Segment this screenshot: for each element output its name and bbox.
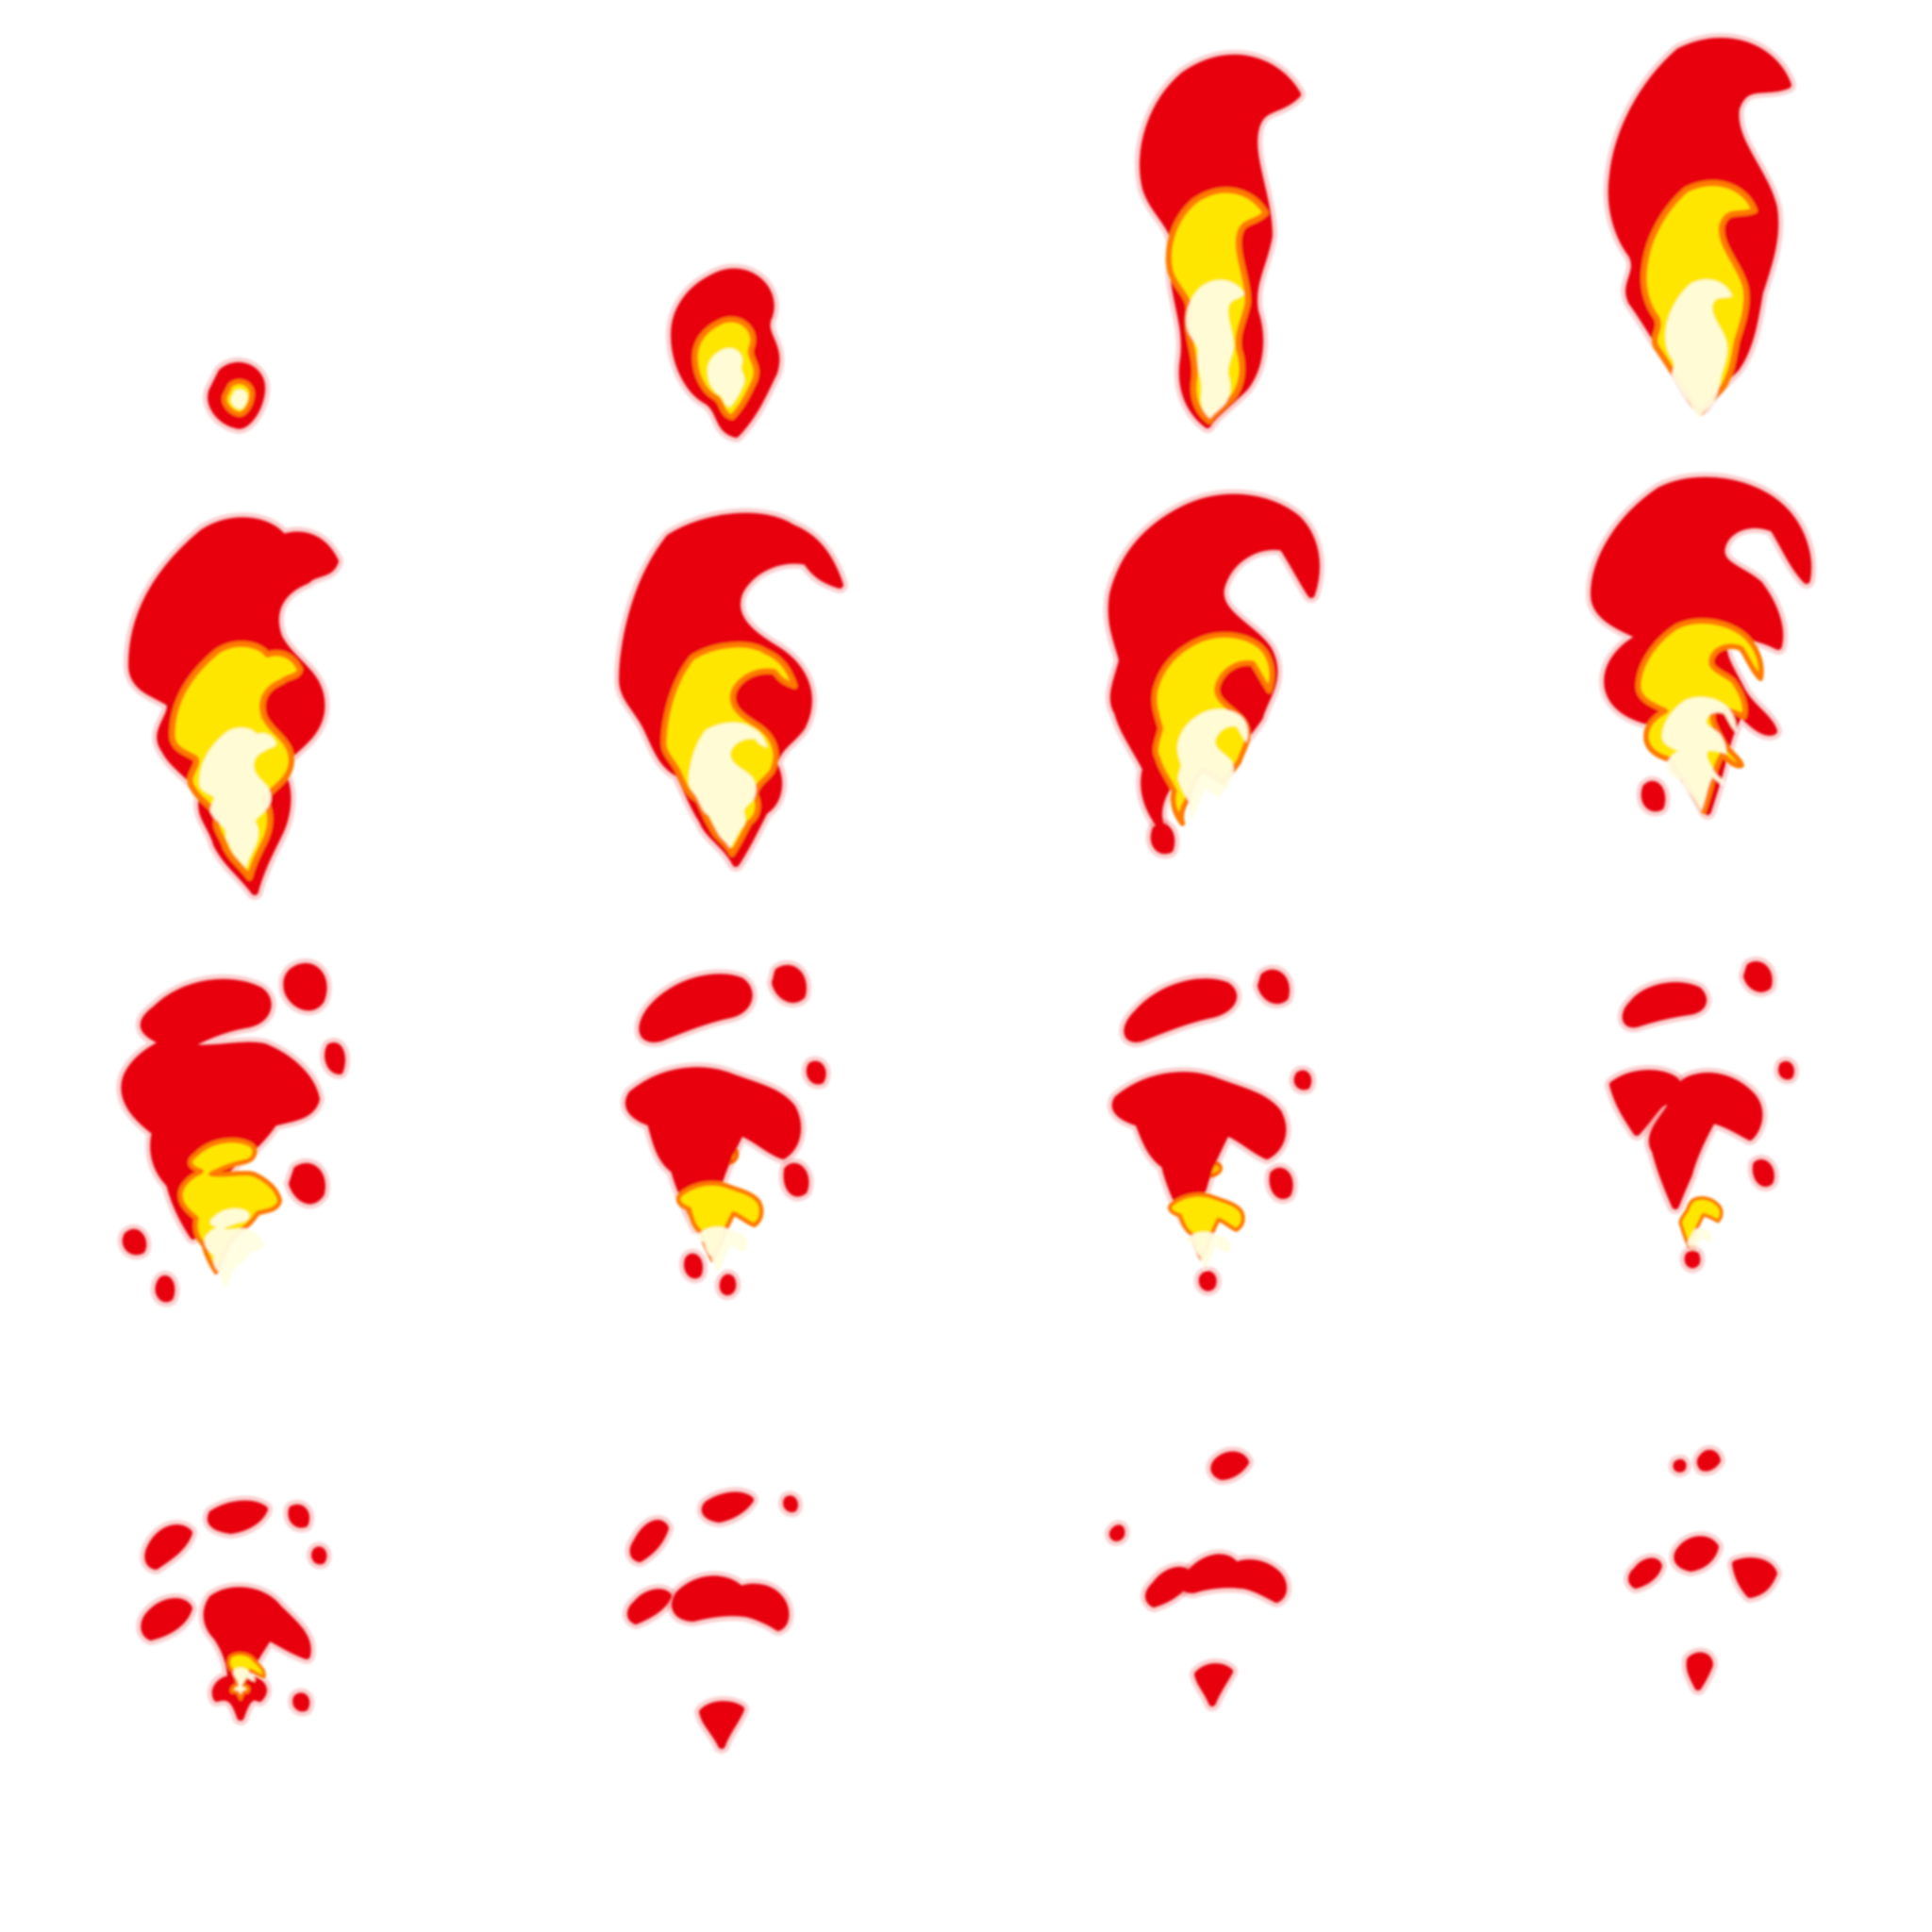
sprite-frame-13 (136, 1495, 332, 1725)
flame-blob-14-3 (778, 1491, 803, 1518)
flame-blob-3-1 (1135, 49, 1306, 433)
flame-blob-7-1 (1103, 489, 1324, 834)
flame-blob-11-2 (1107, 1067, 1291, 1271)
flame-blob-10-4 (801, 1056, 831, 1090)
flame-blob-9-6 (150, 1271, 180, 1307)
flame-blob-13-7 (288, 1688, 315, 1717)
flame-blob-14-2 (696, 1487, 758, 1527)
flame-blob-11-4 (1289, 1065, 1317, 1095)
sprite-frame-16 (1624, 1444, 1782, 1695)
sprite-frame-15 (1104, 1446, 1291, 1711)
flame-blob-10-6 (679, 1248, 708, 1284)
flame-blob-13-5 (136, 1593, 197, 1645)
flame-blob-14-1 (625, 1515, 674, 1567)
flame-blob-10-3 (767, 959, 811, 1008)
flame-blob-8-1 (1586, 472, 1817, 820)
flame-blob-8-2 (1636, 775, 1671, 817)
flame-blob-13-4 (307, 1541, 332, 1570)
flame-blob-10-5 (778, 1158, 814, 1202)
flame-blob-9-4 (284, 1158, 330, 1209)
flame-blob-12-7 (1679, 1245, 1706, 1274)
sprite-frame-3 (1135, 49, 1306, 433)
flame-blob-4-1 (1603, 32, 1796, 418)
flame-blob-15-1 (1206, 1446, 1254, 1485)
flame-blob-16-6 (1681, 1647, 1718, 1695)
flame-blob-5-1 (124, 512, 343, 900)
sprite-frame-5 (124, 512, 343, 900)
sprite-frame-14 (622, 1487, 803, 1754)
sprite-frame-6 (614, 508, 848, 872)
flame-blob-11-5 (1264, 1162, 1298, 1204)
flame-blob-13-1 (140, 1520, 197, 1574)
flame-blob-12-1 (1617, 977, 1712, 1033)
flame-blob-12-5 (1774, 1057, 1799, 1085)
flame-blob-9-5 (117, 1224, 152, 1260)
flame-blob-12-2 (1605, 1065, 1687, 1141)
flame-blob-1-1 (203, 358, 271, 434)
flame-blob-15-2 (1104, 1520, 1130, 1546)
sprite-frame-7 (1103, 489, 1324, 859)
flame-blob-15-4 (1174, 1549, 1291, 1607)
flame-blob-9-3 (320, 1038, 350, 1079)
sprite-frame-12 (1605, 957, 1799, 1274)
sprite-frame-8 (1586, 472, 1817, 820)
flame-blob-16-2 (1668, 1454, 1691, 1477)
flame-blob-14-4 (622, 1584, 676, 1629)
flame-blob-14-5 (667, 1571, 794, 1636)
flame-blob-16-1 (1691, 1444, 1725, 1476)
flame-blob-10-2 (620, 1062, 807, 1274)
sprite-frame-11 (1107, 964, 1317, 1296)
flame-blob-12-3 (1643, 1068, 1768, 1258)
flame-blob-16-5 (1727, 1553, 1782, 1603)
sprite-frame-9 (116, 958, 350, 1307)
flame-blob-16-4 (1669, 1531, 1724, 1576)
sprite-frame-4 (1603, 32, 1796, 418)
flame-blob-13-6 (198, 1582, 316, 1725)
sprite-frame-2 (666, 263, 785, 442)
flame-blob-9-2 (278, 958, 332, 1016)
flame-blob-9-1 (116, 974, 325, 1289)
flame-blob-13-3 (283, 1499, 315, 1533)
flame-blob-11-3 (1253, 964, 1294, 1009)
flame-blob-12-6 (1747, 1155, 1779, 1191)
flame-blob-10-7 (714, 1269, 741, 1301)
sprite-frame-1 (203, 358, 271, 434)
flame-blob-15-5 (1190, 1658, 1238, 1711)
sprite-frame-10 (620, 959, 831, 1301)
flame-blob-11-6 (1193, 1266, 1222, 1296)
flame-blob-7-2 (1145, 818, 1180, 859)
flame-blob-6-1 (614, 508, 848, 872)
flame-blob-13-2 (202, 1495, 273, 1539)
flame-blob-12-4 (1739, 957, 1777, 997)
flame-blob-14-6 (694, 1696, 749, 1754)
flame-blob-2-1 (666, 263, 785, 442)
flame-blob-16-3 (1624, 1553, 1667, 1593)
